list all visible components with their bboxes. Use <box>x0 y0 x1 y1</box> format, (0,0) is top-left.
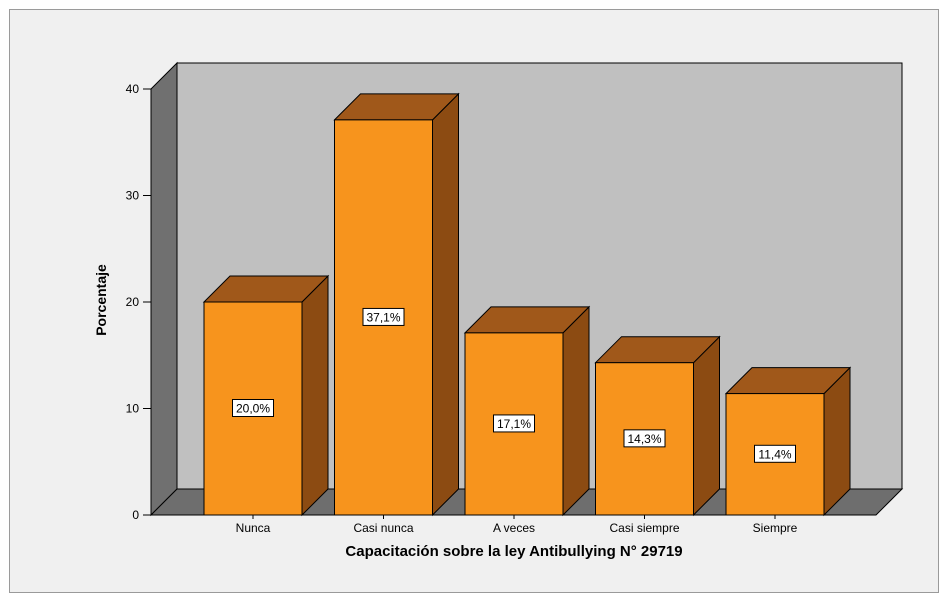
y-axis: 0 10 20 30 40 <box>126 82 151 522</box>
data-label: 14,3% <box>627 432 661 446</box>
bar-side <box>562 305 590 517</box>
left-wall <box>150 61 178 517</box>
x-tick-label: Siempre <box>753 521 798 535</box>
data-label-box <box>493 414 535 433</box>
x-axis-title: Capacitación sobre la ley Antibullying N… <box>345 543 682 560</box>
data-label-box <box>232 399 274 417</box>
data-label: 20,0% <box>236 402 270 416</box>
x-axis: Nunca Casi nunca A veces Casi siempre Siempr… <box>151 514 876 535</box>
y-tick-label: 40 <box>126 82 140 96</box>
y-tick-label: 20 <box>126 295 140 309</box>
x-tick-label: Casi siempre <box>609 521 679 535</box>
bar-side <box>693 335 720 517</box>
bar-side <box>432 92 459 517</box>
data-label: 17,1% <box>497 417 531 431</box>
y-tick-label: 10 <box>126 402 140 416</box>
y-tick-label: 0 <box>132 508 139 522</box>
data-label: 37,1% <box>366 310 400 324</box>
y-axis-title: Porcentaje <box>93 264 109 336</box>
data-label-box <box>362 307 405 326</box>
y-tick-label: 30 <box>126 189 140 203</box>
data-label-box <box>623 429 666 448</box>
x-tick-label: Nunca <box>236 521 271 535</box>
x-tick-label: Casi nunca <box>353 521 413 535</box>
bar-side <box>301 274 329 517</box>
data-label-box <box>754 444 796 463</box>
bars-group: 20,0% 37,1% 17,1% 14,3% 11,4% <box>202 92 852 517</box>
x-tick-label: A veces <box>493 521 535 535</box>
data-label: 11,4% <box>758 447 791 461</box>
